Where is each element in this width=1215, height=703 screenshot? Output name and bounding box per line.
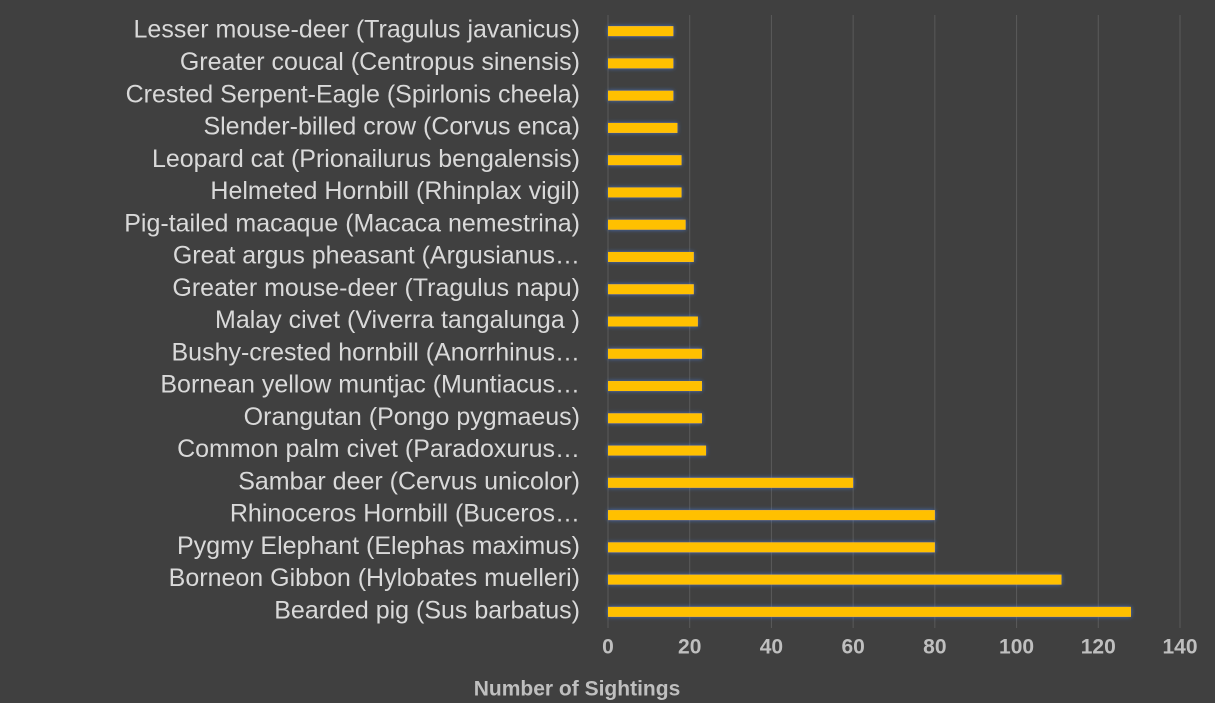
bar	[608, 155, 682, 166]
y-tick-label: Pygmy Elephant (Elephas maximus)	[177, 532, 580, 560]
bar	[608, 26, 674, 37]
x-tick-label: 20	[678, 636, 701, 659]
x-tick-label: 140	[1162, 636, 1197, 659]
bar	[608, 574, 1062, 585]
x-axis-title: Number of Sightings	[474, 678, 681, 701]
bar	[608, 413, 702, 424]
bar	[608, 251, 694, 262]
y-tick-label: Orangutan (Pongo pygmaeus)	[244, 403, 580, 431]
bar	[608, 510, 935, 521]
bar	[608, 477, 854, 488]
bar	[608, 445, 707, 456]
y-tick-label: Borneon Gibbon (Hylobates muelleri)	[169, 564, 580, 592]
x-tick-label: 120	[1081, 636, 1116, 659]
y-tick-label: Greater coucal (Centropus sinensis)	[180, 48, 580, 76]
x-tick-label: 0	[602, 636, 614, 659]
y-tick-label: Bearded pig (Sus barbatus)	[274, 596, 580, 624]
x-tick-label: 100	[999, 636, 1034, 659]
bar	[608, 542, 935, 553]
x-tick-label: 80	[923, 636, 946, 659]
bar	[608, 284, 694, 295]
y-tick-label: Bushy-crested hornbill (Anorrhinus…	[171, 338, 580, 366]
y-tick-label: Slender-billed crow (Corvus enca)	[203, 113, 580, 141]
y-tick-label: Common palm civet (Paradoxurus…	[177, 435, 580, 463]
bar	[608, 381, 702, 392]
bar	[608, 90, 674, 101]
y-tick-label: Lesser mouse-deer (Tragulus javanicus)	[134, 16, 580, 44]
bar	[608, 219, 686, 230]
y-tick-label: Rhinoceros Hornbill (Buceros…	[230, 500, 580, 528]
bar	[608, 187, 682, 198]
y-tick-label: Sambar deer (Cervus unicolor)	[238, 467, 580, 495]
y-tick-label: Helmeted Hornbill (Rhinplax vigil)	[210, 177, 580, 205]
y-tick-label: Pig-tailed macaque (Macaca nemestrina)	[124, 209, 580, 237]
x-tick-label: 60	[841, 636, 864, 659]
bar	[608, 122, 678, 133]
y-tick-label: Crested Serpent-Eagle (Spirlonis cheela)	[126, 80, 580, 108]
y-tick-label: Great argus pheasant (Argusianus…	[173, 242, 580, 270]
bar	[608, 316, 698, 327]
y-tick-label: Greater mouse-deer (Tragulus napu)	[172, 274, 580, 302]
y-tick-label: Bornean yellow muntjac (Muntiacus…	[160, 371, 580, 399]
bar	[608, 348, 702, 359]
bar	[608, 58, 674, 69]
y-tick-label: Leopard cat (Prionailurus bengalensis)	[152, 145, 580, 173]
bar	[608, 606, 1131, 617]
y-tick-label: Malay civet (Viverra tangalunga )	[215, 306, 580, 334]
x-tick-label: 40	[760, 636, 783, 659]
